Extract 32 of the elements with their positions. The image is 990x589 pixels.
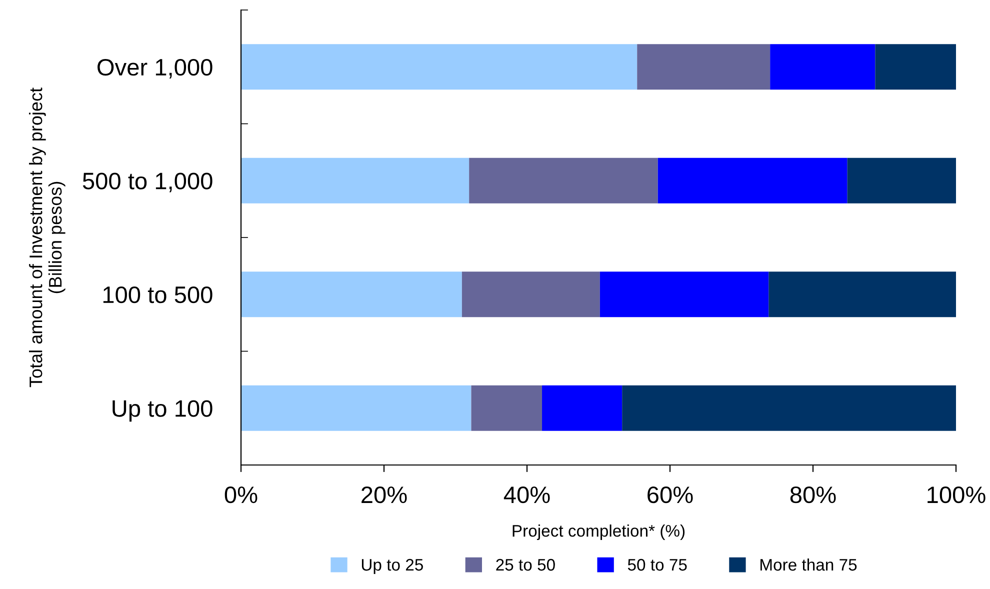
bar: [241, 158, 470, 204]
legend-label: 50 to 75: [628, 558, 687, 571]
x-tick-label: 40%: [504, 486, 550, 504]
legend-label: Up to 25: [362, 558, 423, 574]
legend-label: More than 75: [760, 558, 857, 571]
legend-label: 25 to 50: [496, 558, 555, 571]
bar: [622, 385, 956, 431]
y-tick-label: 500 to 1,000: [82, 172, 212, 192]
bar: [770, 44, 876, 90]
bar: [241, 272, 462, 318]
x-tick-label: 100%: [928, 486, 986, 504]
bar: [637, 44, 770, 90]
x-axis-title: Project completion* (%): [512, 524, 685, 540]
bar: [542, 385, 622, 431]
y-tick-label: Over 1,000: [98, 58, 212, 78]
x-tick-label: 0%: [224, 486, 258, 504]
y-tick-label: 100 to 500: [103, 286, 212, 304]
bar: [241, 44, 638, 90]
bar: [462, 272, 600, 318]
bar: [469, 158, 658, 204]
bar: [658, 158, 848, 204]
bar: [471, 385, 542, 431]
bar: [875, 44, 956, 90]
bar: [847, 158, 956, 204]
bar: [241, 385, 472, 431]
y-tick-label: Up to 100: [112, 400, 212, 422]
bar: [768, 272, 956, 318]
x-tick-label: 80%: [790, 486, 836, 504]
bar: [600, 272, 769, 318]
y-axis-title: Total amount of Investment by project (Billion pesos): [29, 88, 66, 388]
x-tick-label: 20%: [362, 486, 407, 504]
x-tick-label: 60%: [648, 486, 693, 504]
